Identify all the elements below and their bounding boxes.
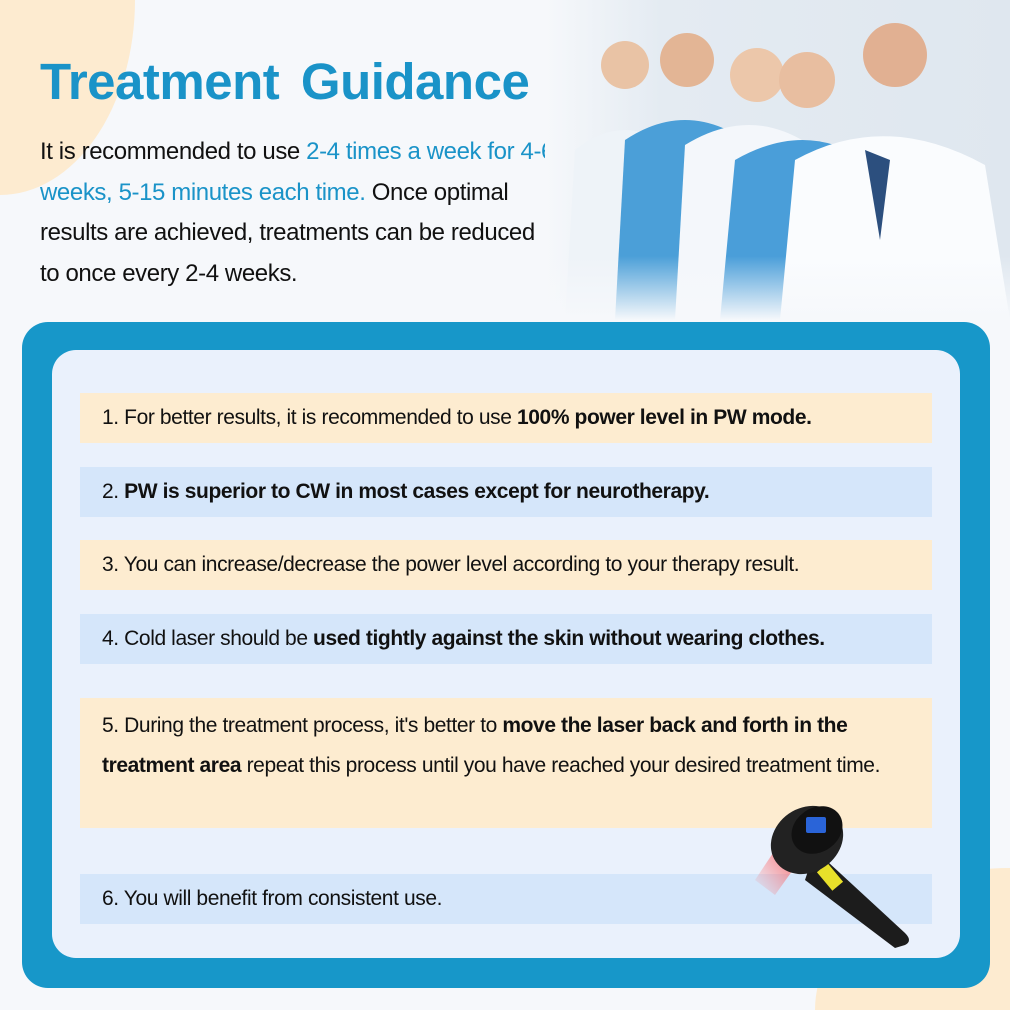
tip-3: 3. You can increase/decrease the power l… xyxy=(80,540,932,590)
medical-team-photo xyxy=(545,0,1010,320)
intro-text: It is recommended to use 2-4 times a wee… xyxy=(40,132,560,294)
intro-highlight: 2-4 times a week for 4-6 weeks, 5-15 min… xyxy=(40,138,554,206)
tip-text: 6. You will benefit from consistent use. xyxy=(102,887,443,910)
tip-text: 2. xyxy=(102,480,125,503)
tip-1: 1. For better results, it is recommended… xyxy=(80,393,932,443)
intro-part: Once optimal results are achieved, treat… xyxy=(40,178,535,287)
tip-bold-text: 100% power level in PW mode. xyxy=(516,406,812,429)
tip-6: 6. You will benefit from consistent use. xyxy=(80,874,932,924)
cold-laser-device xyxy=(745,785,925,950)
tip-bold-text: used tightly against the skin without we… xyxy=(313,627,825,650)
tip-text: 4. Cold laser should be xyxy=(102,627,314,650)
tip-text: 3. You can increase/decrease the power l… xyxy=(102,553,800,576)
intro-part: It is recommended to use xyxy=(40,138,307,165)
tip-bold-text: PW is superior to CW in most cases excep… xyxy=(124,480,710,503)
tip-bold-text: move the laser back and forth in the tre… xyxy=(102,714,848,777)
tip-text: repeat this process until you have reach… xyxy=(241,754,881,777)
page-title: Treatment Guidance xyxy=(40,53,530,110)
tip-text: 5. During the treatment process, it's be… xyxy=(102,714,503,737)
tip-2: 2. PW is superior to CW in most cases ex… xyxy=(80,467,932,517)
tip-5: 5. During the treatment process, it's be… xyxy=(80,698,932,828)
tip-4: 4. Cold laser should be used tightly aga… xyxy=(80,614,932,664)
tip-text: 1. For better results, it is recommended… xyxy=(102,406,517,429)
